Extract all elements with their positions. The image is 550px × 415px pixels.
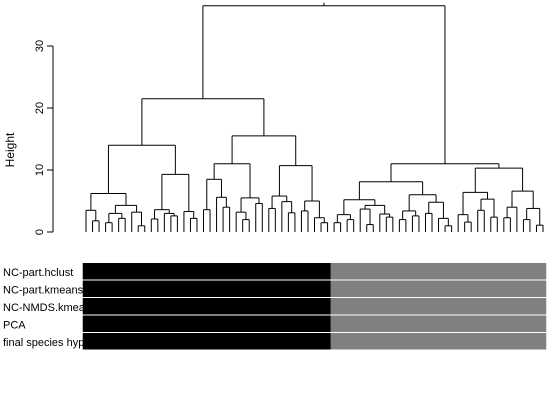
y-tick-label: 10 [34, 164, 46, 176]
group-bar [82, 333, 331, 350]
y-tick-label: 0 [34, 229, 46, 235]
row-label: NC-part.kmeans [3, 284, 84, 296]
group-bar [82, 280, 331, 297]
group-bar [330, 263, 547, 280]
row-label: NC-part.hclust [3, 267, 73, 279]
group-bar [330, 298, 547, 315]
group-bar [82, 263, 331, 280]
group-bar [82, 298, 331, 315]
y-axis-label: Height [3, 132, 17, 167]
group-bar [330, 333, 547, 350]
row-label: PCA [3, 319, 26, 331]
row-label: NC-NMDS.kmeans [3, 302, 97, 314]
row-label: final species hyp. [3, 337, 87, 349]
group-bar [330, 315, 547, 332]
group-bar [330, 280, 547, 297]
y-tick-label: 30 [34, 40, 46, 52]
y-tick-label: 20 [34, 102, 46, 114]
group-bar [82, 315, 331, 332]
